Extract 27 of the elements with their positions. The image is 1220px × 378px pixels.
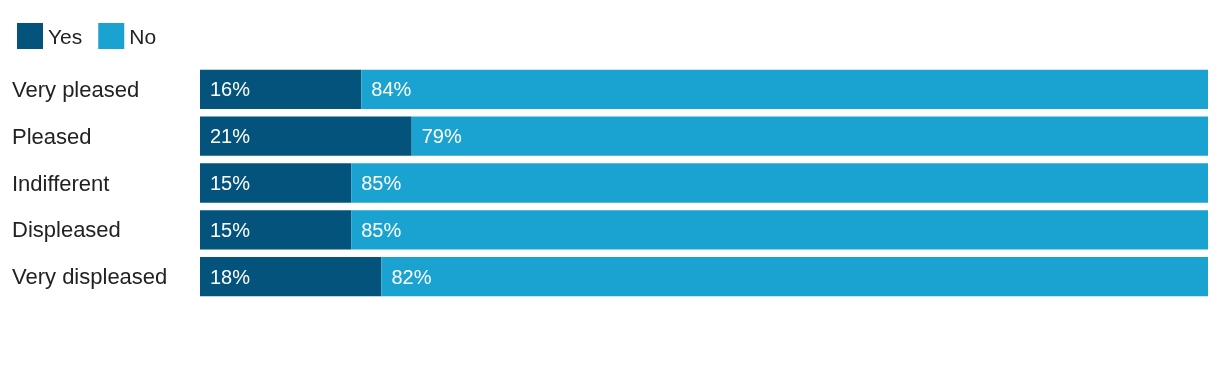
legend-label: No: [129, 24, 157, 48]
bar: [351, 210, 1208, 250]
data-label: 85%: [361, 218, 402, 241]
data-label: 84%: [371, 78, 412, 101]
bar: [200, 69, 362, 110]
y-tick-label: Indifferent: [12, 170, 110, 196]
bar: [200, 116, 412, 156]
y-tick-label: Pleased: [12, 123, 92, 149]
y-tick-label: Very pleased: [12, 76, 140, 102]
bar: [200, 210, 352, 250]
y-tick-label: Very displeased: [12, 264, 168, 290]
bar: [411, 116, 1208, 156]
bar: [381, 256, 1208, 297]
data-label: 15%: [210, 172, 251, 194]
data-label: 15%: [210, 218, 251, 241]
data-label: 79%: [421, 125, 462, 148]
y-tick-label: Displeased: [12, 217, 121, 243]
bar: [200, 256, 382, 297]
data-label: 85%: [361, 172, 402, 194]
data-label: 21%: [210, 125, 251, 148]
bar: [200, 163, 352, 203]
bar: [351, 163, 1208, 203]
data-label: 16%: [210, 78, 251, 101]
bar: [361, 69, 1208, 110]
legend-label: Yes: [48, 24, 83, 48]
data-label: 82%: [391, 265, 432, 288]
data-label: 18%: [210, 265, 251, 288]
